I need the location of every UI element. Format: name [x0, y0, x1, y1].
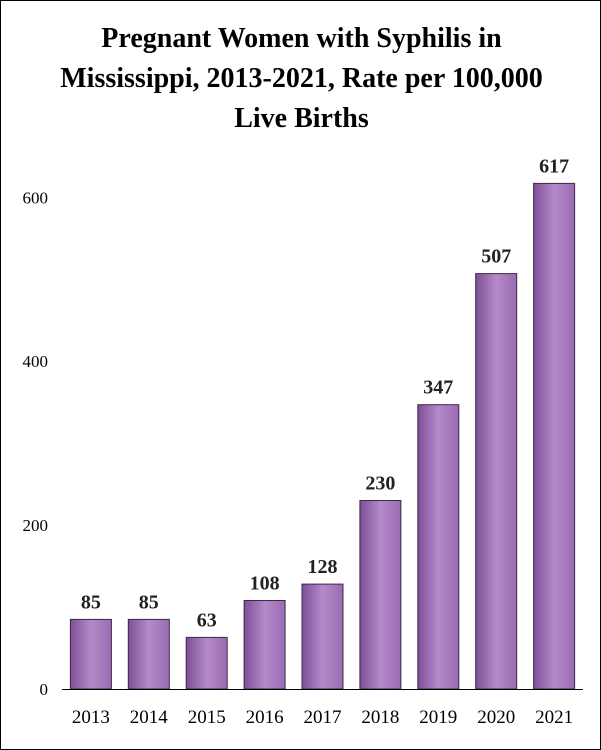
- y-tick-label-600: 600: [23, 188, 49, 207]
- x-tick-label-2017: 2017: [304, 707, 342, 728]
- bar-2013: [69, 618, 112, 690]
- chart-title-line-3: Live Births: [234, 103, 369, 134]
- bar-2021: [533, 182, 576, 690]
- x-tick-label-2016: 2016: [246, 707, 284, 728]
- chart-title: Pregnant Women with Syphilis in Mississi…: [11, 19, 592, 139]
- x-tick-label-2020: 2020: [477, 707, 515, 728]
- bar-2017: [301, 583, 344, 690]
- data-label-2015: 63: [197, 609, 217, 631]
- x-tick-label-2014: 2014: [130, 707, 169, 728]
- data-label-2016: 108: [250, 573, 280, 595]
- data-label-2019: 347: [423, 377, 453, 399]
- bar-2019: [417, 404, 460, 690]
- x-tick-label-2015: 2015: [188, 707, 226, 728]
- data-label-2017: 128: [308, 556, 338, 578]
- chart-title-line-2: Mississippi, 2013-2021, Rate per 100,000: [60, 63, 543, 94]
- data-labels-group: 85 85 63 108 128 230 347 507 617: [81, 155, 569, 631]
- y-tick-label-0: 0: [40, 680, 49, 699]
- data-label-2013: 85: [81, 591, 101, 613]
- data-label-2021: 617: [539, 155, 569, 177]
- y-tick-label-400: 400: [23, 352, 49, 371]
- bar-2014: [127, 618, 170, 690]
- x-tick-label-2018: 2018: [361, 707, 399, 728]
- x-tick-label-2013: 2013: [72, 707, 110, 728]
- data-label-2020: 507: [481, 246, 511, 268]
- x-tick-label-2019: 2019: [419, 707, 457, 728]
- data-label-2018: 230: [365, 473, 395, 495]
- bar-2016: [243, 600, 286, 690]
- y-axis-ticks: 0 200 400 600: [23, 188, 49, 699]
- chart-title-line-1: Pregnant Women with Syphilis in: [101, 23, 502, 54]
- bar-2018: [359, 500, 402, 690]
- bar-2020: [475, 273, 518, 690]
- x-tick-label-2021: 2021: [535, 707, 573, 728]
- x-axis-ticks: 2013 2014 2015 2016 2017 2018 2019 2020 2021: [72, 707, 573, 728]
- bar-2015: [185, 636, 228, 690]
- bars-group: [69, 182, 576, 690]
- y-tick-label-200: 200: [23, 516, 49, 535]
- data-label-2014: 85: [139, 591, 159, 613]
